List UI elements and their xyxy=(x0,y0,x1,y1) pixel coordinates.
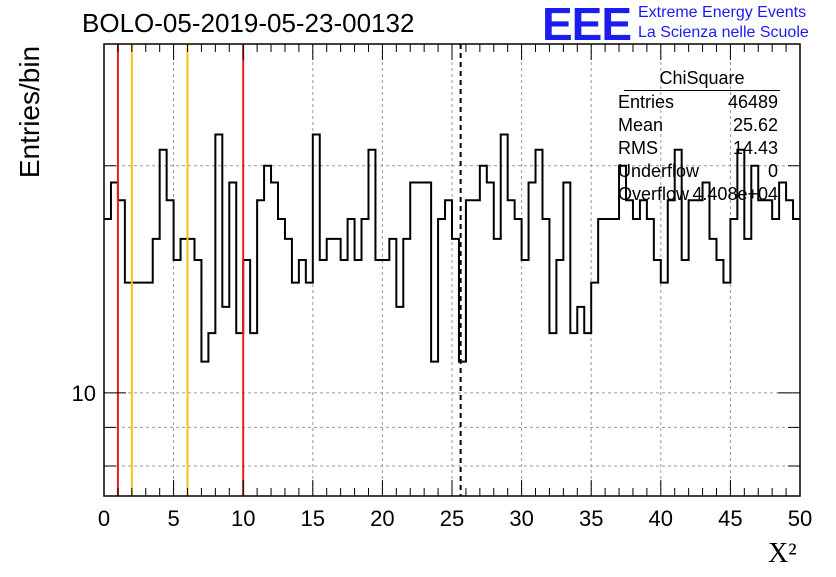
stats-value: 46489 xyxy=(727,92,778,112)
stats-value: 4.408e+04 xyxy=(692,184,778,204)
stats-key: Overflow xyxy=(618,184,690,204)
stats-key: Underflow xyxy=(618,161,700,181)
stats-box: ChiSquare Entries 46489 Mean 25.62 RMS 1… xyxy=(610,66,780,206)
x-tick-label: 45 xyxy=(718,506,742,531)
stats-key: RMS xyxy=(618,138,658,158)
logo-line-1: Extreme Energy Events xyxy=(638,4,807,21)
chart-title: BOLO-05-2019-05-23-00132 xyxy=(82,8,415,38)
x-tick-label: 0 xyxy=(98,506,110,531)
stats-row-mean: Mean 25.62 xyxy=(610,114,778,137)
y-axis-label: Entries/bin xyxy=(14,45,45,179)
y-tick-label: 10 xyxy=(72,381,96,406)
stats-row-entries: Entries 46489 xyxy=(610,91,778,114)
stats-key: Entries xyxy=(618,92,675,112)
x-tick-label: 30 xyxy=(509,506,533,531)
eee-logo: EEE xyxy=(542,0,632,50)
stats-value: 25.62 xyxy=(732,115,778,135)
stats-value: 14.43 xyxy=(732,138,778,158)
stats-value: 0 xyxy=(767,161,778,181)
x-tick-label: 25 xyxy=(440,506,464,531)
x-tick-label: 5 xyxy=(167,506,179,531)
stats-key: Mean xyxy=(618,115,664,135)
x-tick-label: 15 xyxy=(301,506,325,531)
x-tick-label: 40 xyxy=(649,506,673,531)
x-axis-label: X² xyxy=(768,538,797,569)
histogram-series xyxy=(104,133,800,363)
stats-row-underflow: Underflow 0 xyxy=(610,160,778,183)
x-tick-label: 35 xyxy=(579,506,603,531)
x-tick-label: 10 xyxy=(231,506,255,531)
logo-line-2: La Scienza nelle Scuole xyxy=(638,24,809,41)
x-tick-label: 50 xyxy=(788,506,812,531)
stats-row-rms: RMS 14.43 xyxy=(610,137,778,160)
stats-title: ChiSquare xyxy=(624,66,780,91)
stats-row-overflow: Overflow 4.408e+04 xyxy=(610,183,778,206)
x-tick-label: 20 xyxy=(370,506,394,531)
